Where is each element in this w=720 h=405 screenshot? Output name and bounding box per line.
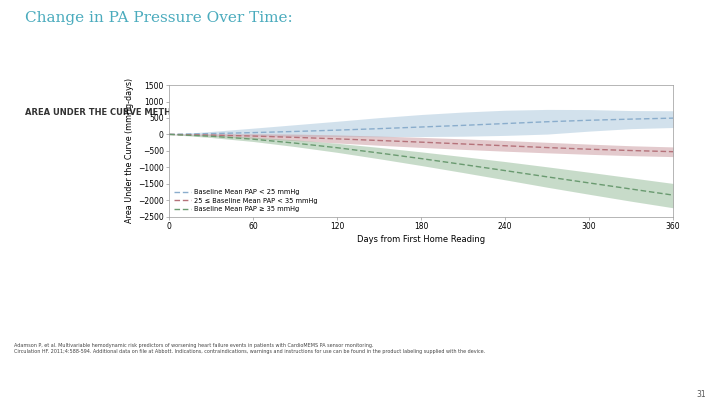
Y-axis label: Area Under the Curve (mmHg-days): Area Under the Curve (mmHg-days) (125, 78, 134, 224)
Text: 31: 31 (696, 390, 706, 399)
Text: Change in PA Pressure Over Time:: Change in PA Pressure Over Time: (25, 11, 293, 25)
Legend: Baseline Mean PAP < 25 mmHg, 25 ≤ Baseline Mean PAP < 35 mmHg, Baseline Mean PAP: Baseline Mean PAP < 25 mmHg, 25 ≤ Baseli… (173, 188, 319, 213)
Text: Drop in PA pressures over time is a surrogate for improved medical management
in: Drop in PA pressures over time is a surr… (130, 267, 590, 292)
Text: AREA UNDER THE CURVE METHOD SHOWS DECREASE FROM BASELINE PA PRESSURES: AREA UNDER THE CURVE METHOD SHOWS DECREA… (25, 108, 426, 117)
Text: Adamson P, et al. Multivariable hemodynamic risk predictors of worsening heart f: Adamson P, et al. Multivariable hemodyna… (14, 343, 485, 354)
X-axis label: Days from First Home Reading: Days from First Home Reading (357, 235, 485, 244)
